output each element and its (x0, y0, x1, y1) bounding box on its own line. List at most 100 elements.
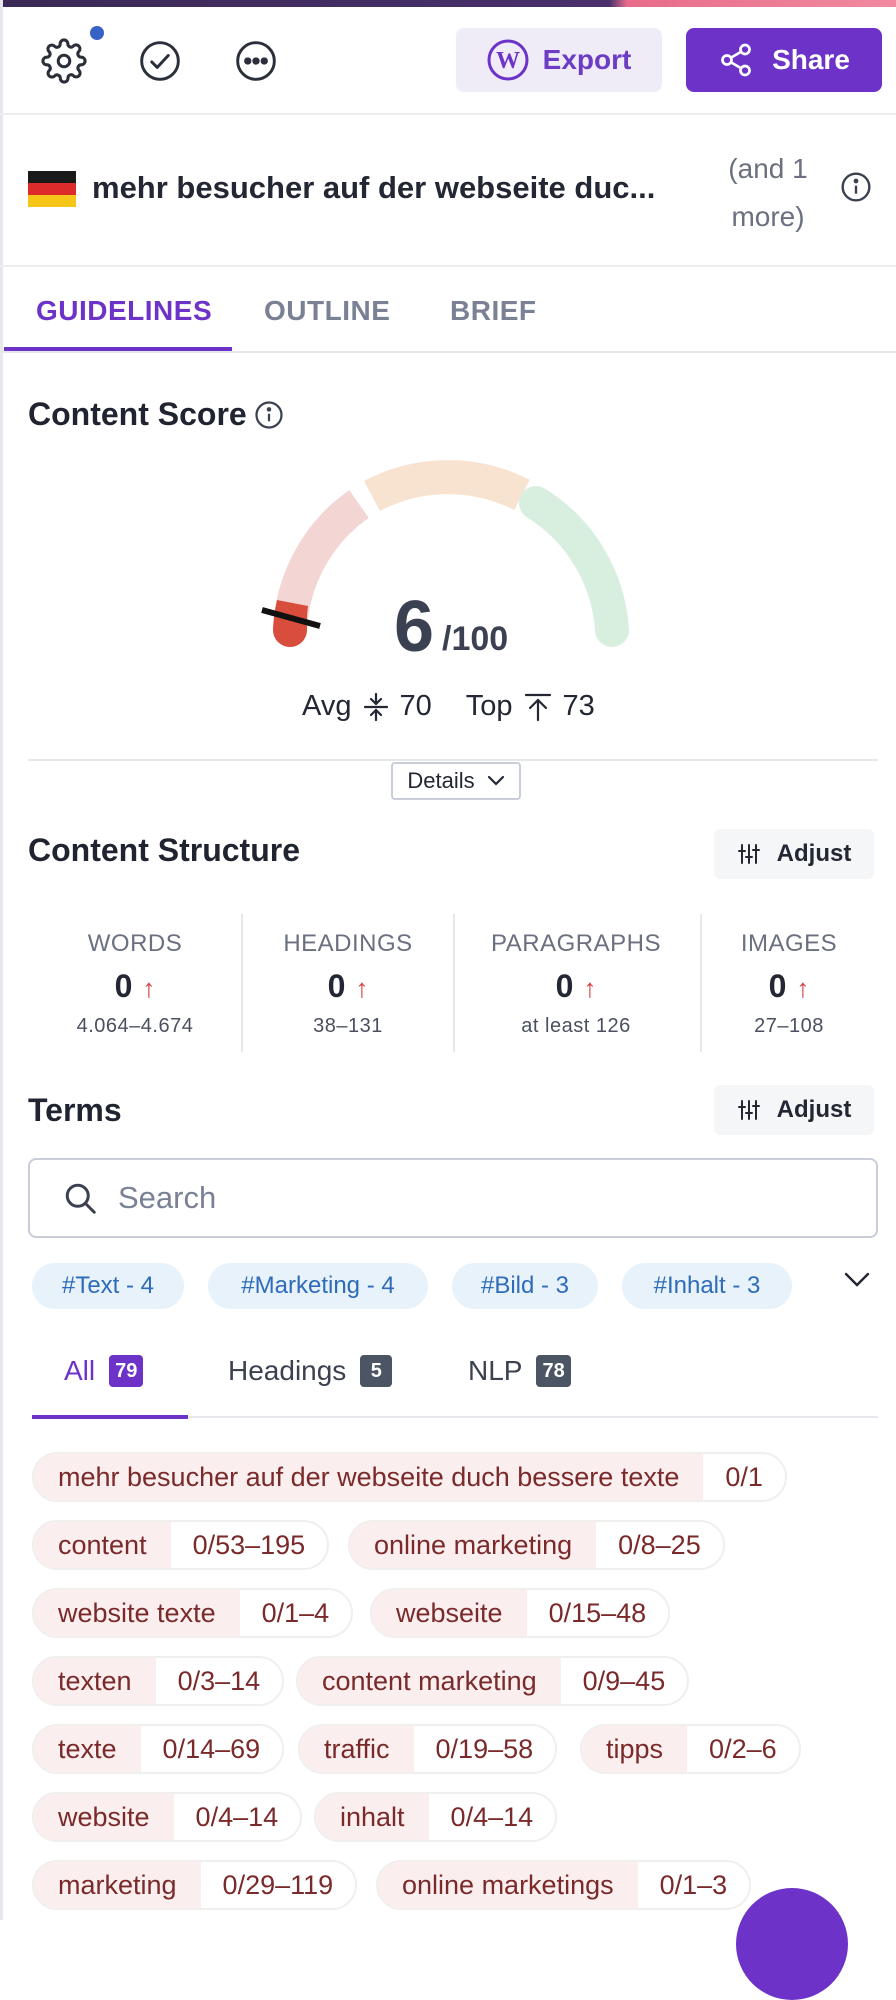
topic-tag[interactable]: #Bild - 3 (452, 1263, 598, 1309)
score-max: /100 (442, 620, 509, 658)
metric-label: WORDS (87, 930, 183, 957)
top-label: Top (465, 690, 513, 722)
filter-tab-nlp[interactable]: NLP 78 (468, 1355, 571, 1387)
metric-value: 0 ↑ (555, 968, 597, 1004)
topic-tag[interactable]: #Text - 4 (32, 1263, 184, 1309)
export-button[interactable]: W Export (456, 28, 662, 92)
gauge-segment-mid (364, 460, 530, 512)
score-value: 6 (394, 587, 435, 667)
term-chip[interactable]: content 0/53–195 (32, 1520, 330, 1570)
more-dots-icon[interactable] (232, 37, 280, 85)
metric-range: 38–131 (313, 1015, 383, 1037)
metric-range: 4.064–4.674 (76, 1015, 194, 1037)
terms-adjust-button[interactable]: Adjust (714, 1085, 874, 1135)
search-icon (62, 1180, 98, 1216)
sliders-icon (737, 842, 761, 866)
top-marker-icon (524, 692, 552, 722)
top-value: 73 (562, 690, 595, 722)
share-button[interactable]: Share (686, 28, 882, 92)
wordpress-icon: W (487, 39, 529, 81)
filter-tab-headings[interactable]: Headings 5 (228, 1355, 393, 1387)
details-label: Details (407, 768, 475, 793)
metric-headings: HEADINGS 0 ↑ 38–131 (262, 930, 434, 1038)
term-chip[interactable]: mehr besucher auf der webseite duch bess… (32, 1452, 787, 1502)
tab-brief[interactable]: BRIEF (450, 295, 537, 326)
adjust-label: Adjust (776, 1096, 852, 1123)
count-badge: 78 (536, 1355, 571, 1387)
topic-tag[interactable]: #Marketing - 4 (208, 1263, 428, 1309)
filter-tabs-divider (32, 1416, 878, 1418)
structure-adjust-button[interactable]: Adjust (714, 829, 874, 879)
gauge-needle (261, 607, 321, 629)
term-chip[interactable]: inhalt 0/4–14 (314, 1792, 558, 1842)
topic-tag[interactable]: #Inhalt - 3 (622, 1263, 792, 1309)
metric-label: PARAGRAPHS (491, 930, 661, 957)
metric-separator (700, 914, 702, 1052)
floating-action-button[interactable] (736, 1888, 848, 2000)
metric-range: 27–108 (754, 1015, 824, 1037)
export-label: Export (542, 44, 632, 75)
germany-flag-icon (28, 171, 76, 207)
metric-value: 0 ↑ (114, 968, 156, 1004)
metric-separator (453, 914, 455, 1052)
metric-range: at least 126 (521, 1015, 631, 1037)
term-chip[interactable]: traffic 0/19–58 (298, 1724, 558, 1774)
filter-tab-all[interactable]: All 79 (64, 1355, 144, 1387)
avg-value: 70 (399, 690, 432, 722)
count-badge: 79 (109, 1355, 144, 1387)
keyword-title[interactable]: mehr besucher auf der webseite duc... (92, 170, 656, 205)
info-icon[interactable] (254, 400, 284, 435)
arrow-up-icon: ↑ (583, 973, 597, 1003)
metric-words: WORDS 0 ↑ 4.064–4.674 (54, 930, 216, 1038)
content-structure-title: Content Structure (28, 832, 300, 868)
tab-guidelines[interactable]: GUIDELINES (36, 295, 213, 326)
search-placeholder: Search (118, 1180, 217, 1215)
arrow-up-icon: ↑ (355, 973, 369, 1003)
left-border (0, 0, 3, 1920)
metric-label: IMAGES (740, 930, 838, 957)
share-label: Share (772, 44, 850, 75)
adjust-label: Adjust (776, 840, 852, 867)
gauge-segment-high (519, 486, 629, 647)
terms-search-input[interactable]: Search (28, 1158, 878, 1238)
info-icon[interactable] (840, 171, 872, 208)
metric-images: IMAGES 0 ↑ 27–108 (722, 930, 856, 1038)
term-chip[interactable]: texte 0/14–69 (32, 1724, 285, 1774)
details-button[interactable]: Details (391, 762, 521, 800)
tab-outline[interactable]: OUTLINE (264, 295, 391, 326)
terms-title: Terms (28, 1092, 122, 1128)
term-chip[interactable]: webseite 0/15–48 (370, 1588, 671, 1638)
tags-expand-chevron-down-icon[interactable] (844, 1272, 870, 1288)
content-score-title: Content Score (28, 396, 247, 432)
term-chip[interactable]: texten 0/3–14 (32, 1656, 285, 1706)
avg-marker-icon (363, 692, 389, 722)
term-chip[interactable]: content marketing 0/9–45 (296, 1656, 690, 1706)
metric-value: 0 ↑ (768, 968, 810, 1004)
metric-separator (241, 914, 243, 1052)
score-divider (28, 759, 878, 761)
top-progress-strip (0, 0, 896, 7)
arrow-up-icon: ↑ (142, 973, 156, 1003)
term-chip[interactable]: marketing 0/29–119 (32, 1860, 358, 1910)
keyword-more-link[interactable]: (and 1 more) (728, 153, 808, 232)
share-icon (718, 42, 754, 78)
arrow-up-icon: ↑ (796, 973, 810, 1003)
gear-icon[interactable] (40, 37, 88, 85)
chevron-down-icon (487, 775, 505, 787)
term-chip[interactable]: online marketing 0/8–25 (348, 1520, 725, 1570)
term-chip[interactable]: online marketings 0/1–3 (376, 1860, 752, 1910)
avg-label: Avg (302, 690, 352, 722)
active-filter-indicator (32, 1415, 188, 1419)
score-benchmarks: Avg 70 Top 73 (302, 690, 595, 723)
metric-value: 0 ↑ (327, 968, 369, 1004)
keyword-row: mehr besucher auf der webseite duc... (a… (0, 115, 896, 267)
active-tab-indicator (4, 347, 232, 351)
term-chip[interactable]: website 0/4–14 (32, 1792, 303, 1842)
term-chip[interactable]: website texte 0/1–4 (32, 1588, 354, 1638)
count-badge: 5 (360, 1355, 393, 1387)
content-score-gauge (261, 460, 629, 647)
term-chip[interactable]: tipps 0/2–6 (580, 1724, 801, 1774)
toolbar: W Export Share (0, 7, 896, 115)
svg-text:W: W (496, 48, 520, 74)
check-circle-icon[interactable] (136, 37, 184, 85)
